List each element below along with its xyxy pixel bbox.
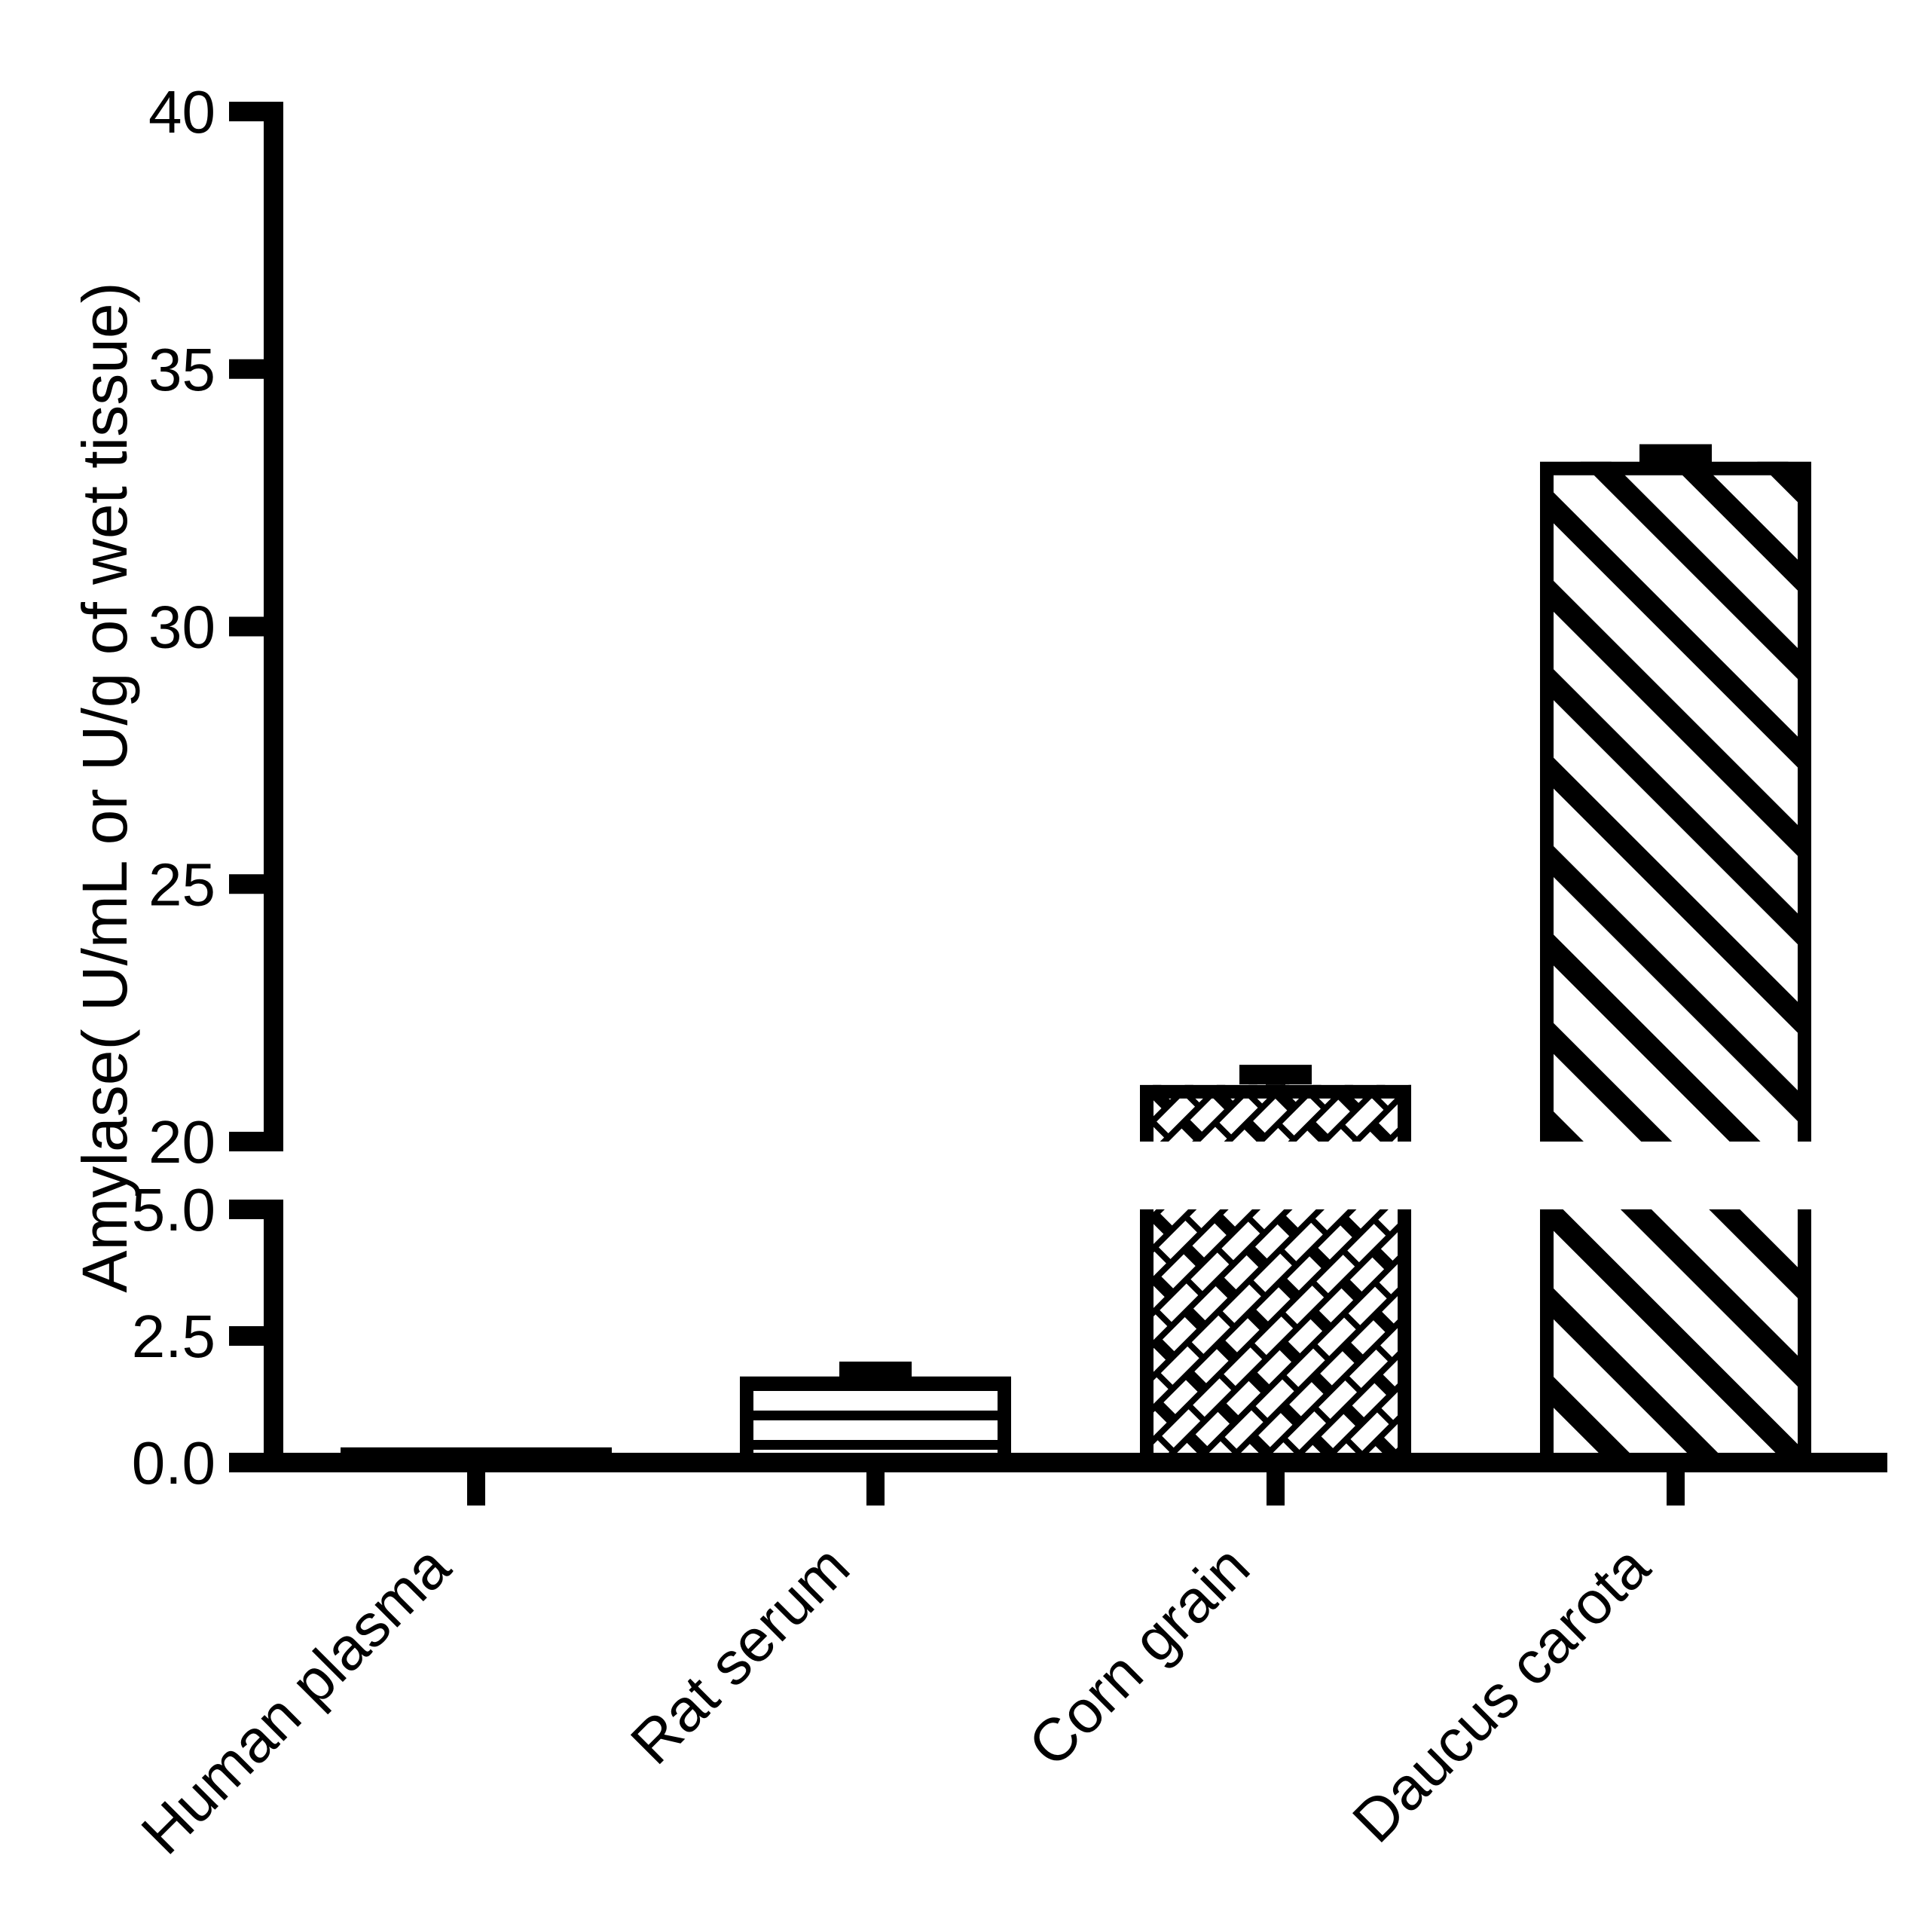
bar-fill-lower-daucus-carota — [1540, 1209, 1811, 1463]
bar-fill-rat-serum — [740, 1376, 1011, 1463]
y-tick-label-20: 20 — [148, 1108, 215, 1175]
bar-daucus-carota — [1540, 444, 1811, 1463]
y-tick-label-5-0: 5.0 — [132, 1176, 215, 1243]
y-tick-label-0-0: 0.0 — [132, 1429, 215, 1496]
y-tick-label-25: 25 — [148, 851, 215, 918]
y-axis-title: Amylase( U/mL or U/g of wet tissue) — [69, 282, 140, 1292]
bar-corn-grain — [1140, 1065, 1411, 1463]
bar-border-upper-corn-grain — [1140, 1084, 1411, 1142]
y-tick-label-40: 40 — [148, 78, 215, 145]
y-tick-label-30: 30 — [148, 594, 215, 661]
y-tick-label-35: 35 — [148, 336, 215, 403]
bar-border-upper-daucus-carota — [1540, 461, 1811, 1142]
bar-fill-lower-corn-grain — [1140, 1209, 1411, 1463]
bar-fill-upper-daucus-carota — [1540, 461, 1811, 1142]
y-tick-label-2-5: 2.5 — [132, 1303, 215, 1370]
bar-rat-serum — [740, 1362, 1011, 1470]
